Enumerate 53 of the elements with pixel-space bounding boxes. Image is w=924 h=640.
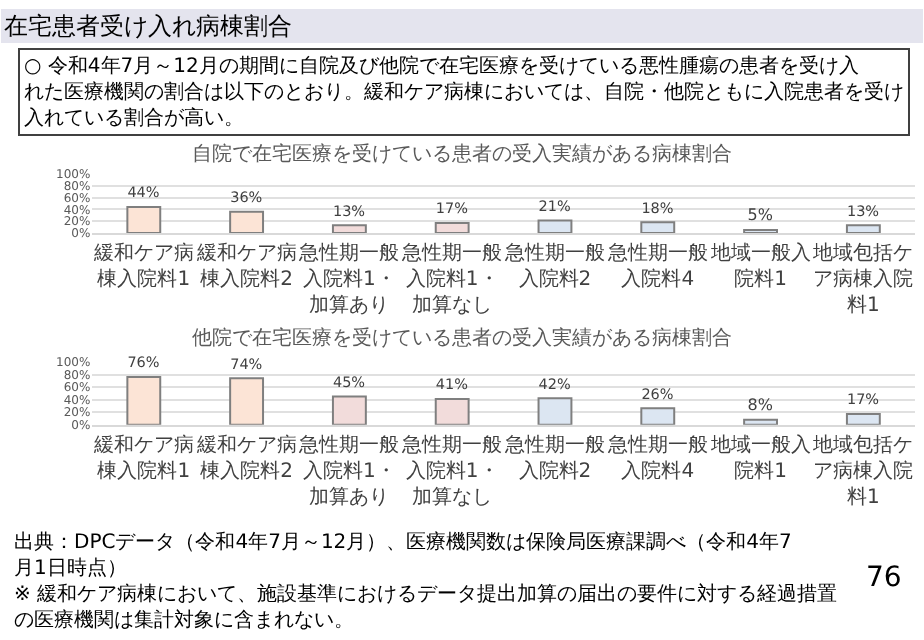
x-tick-label: 地域一般入院料1 (708, 432, 811, 483)
bar (126, 206, 162, 233)
data-label: 13% (332, 201, 366, 220)
data-label: 8% (747, 395, 774, 414)
data-label: 13% (846, 201, 880, 220)
bar (434, 221, 470, 233)
data-label: 5% (747, 206, 774, 224)
source-note: 出典：DPCデータ（令和4年7月～12月）、医療機関数は保険局医療課調べ（令和4年7月1日時点） (14, 530, 792, 580)
bar (434, 397, 470, 425)
data-label: 41% (435, 375, 469, 394)
data-label: 26% (641, 384, 674, 403)
x-tick-label: 緩和ケア病棟入院料2 (194, 240, 297, 291)
data-label: 17% (846, 390, 880, 409)
bar (126, 376, 162, 425)
x-tick-label: 緩和ケア病棟入院料2 (194, 432, 297, 483)
chart-title: 他院で在宅医療を受けている患者の受入実績がある病棟割合 (192, 326, 732, 350)
data-label: 17% (435, 199, 469, 218)
x-tick-label: 急性期一般入院料1・加算あり (297, 432, 400, 509)
x-tick-label: 急性期一般入院料4 (605, 432, 708, 483)
x-tick-label: 緩和ケア病棟入院料1 (91, 240, 194, 291)
data-label: 45% (332, 372, 366, 391)
x-tick-label: 急性期一般入院料1・加算あり (297, 240, 400, 317)
bar (331, 395, 367, 425)
text: ○ 令和4年7月～12月の期間に自院及び他院で在宅医療を受けている悪性腫瘍の患者を受け入れた医療機関の割合は以下のとおり。緩和ケア病棟においては、自院・他院ともに入院患者を受け入れている割合が高い。 (24, 54, 904, 130)
data-label: 76% (127, 353, 160, 372)
x-tick-label: 緩和ケア病棟入院料1 (91, 432, 194, 483)
text: 在宅患者受け入れ病棟割合 (4, 12, 292, 40)
x-tick-label: 地域包括ケア病棟入院料1 (811, 432, 914, 509)
bar (229, 210, 265, 233)
data-label: 36% (230, 188, 263, 207)
x-tick-label: 地域包括ケア病棟入院料1 (811, 240, 914, 317)
data-label: 21% (538, 196, 571, 215)
data-label: 74% (230, 354, 263, 373)
text: ※ 緩和ケア病棟において、施設基準におけるデータ提出加算の届出の要件に対する経過措置の医療機関は集計対象に含まれない。 (14, 582, 838, 632)
x-tick-label: 急性期一般入院料2 (502, 240, 605, 291)
bar (640, 407, 676, 425)
x-tick-label: 地域一般入院料1 (708, 240, 811, 291)
x-tick-label: 急性期一般入院料1・加算なし (400, 240, 503, 317)
data-label: 42% (538, 374, 571, 393)
bar (331, 224, 367, 233)
bar (537, 397, 573, 425)
bar (845, 224, 881, 233)
bar (537, 219, 573, 233)
bar (640, 221, 676, 233)
data-label: 18% (641, 198, 674, 217)
text: 76 (866, 562, 902, 594)
chart-title: 自院で在宅医療を受けている患者の受入実績がある病棟割合 (192, 142, 732, 166)
data-label: 44% (127, 183, 160, 202)
x-tick-label: 急性期一般入院料2 (502, 432, 605, 483)
x-tick-label: 急性期一般入院料1・加算なし (400, 432, 503, 509)
bar (229, 377, 265, 425)
x-tick-label: 急性期一般入院料4 (605, 240, 708, 291)
bar (845, 413, 881, 425)
